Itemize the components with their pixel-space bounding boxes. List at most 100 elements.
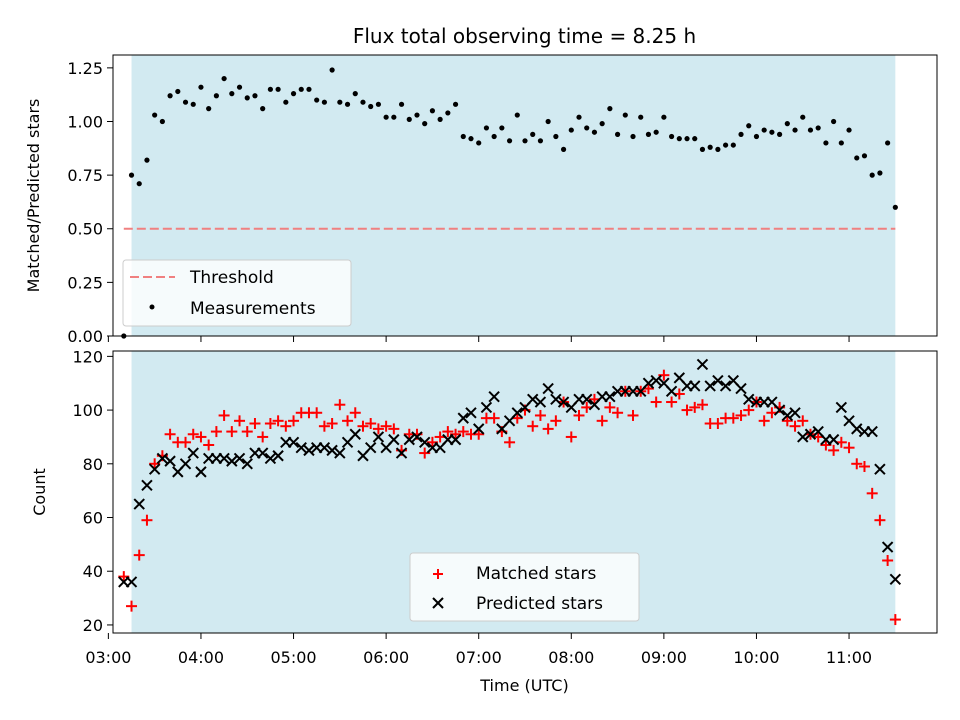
matched-star-point [257,431,269,443]
predicted-star-point [349,428,361,440]
measurement-point [290,91,297,97]
measurement-point [445,110,451,116]
measurement-point [499,125,505,131]
matched-star-point [666,396,678,408]
measurement-point [545,118,551,125]
x-tick-label: 11:00 [826,648,872,667]
matched-star-point [357,420,369,432]
y-tick-label: 60 [83,509,103,528]
predicted-star-point [889,573,902,585]
predicted-star-point [125,576,138,588]
matched-star-point [696,399,708,411]
measurement-point [506,138,513,144]
predicted-star-point [187,447,199,459]
measurement-point [761,127,767,133]
top-y-ticks: 0.00 0.25 0.50 0.75 1.00 1.25 [67,59,113,346]
measurement-point [861,153,868,159]
measurement-point [152,112,158,118]
measurement-point [344,101,351,107]
predicted-star-point [326,444,338,457]
measurement-point [638,114,644,120]
predicted-star-point [881,541,894,553]
predicted-star-point [295,441,307,454]
measurement-point [668,133,675,140]
measurement-point [190,101,196,107]
measurement-point [252,93,258,99]
measurement-point [175,88,181,95]
measurement-point [221,75,227,82]
matched-star-point [349,407,361,419]
predicted-star-point [642,377,655,389]
matched-star-point [527,420,539,432]
bottom-legend: Matched stars Predicted stars [409,552,640,622]
measurement-point [437,116,443,122]
matched-star-point [241,426,253,438]
predicted-star-point [411,431,423,443]
predicted-star-point [164,455,176,467]
matched-star-point [689,401,701,413]
matched-star-point [133,549,145,561]
measurement-point [553,133,559,140]
matched-star-point [550,415,562,427]
y-tick-label: 1.00 [67,112,103,131]
measurement-point [229,91,235,97]
predicted-star-point [804,428,817,440]
matched-star-point [388,423,400,435]
measurement-point [159,118,165,125]
predicted-star-point [133,498,145,510]
chart-title: Flux total observing time = 8.25 h [353,24,696,48]
measurement-point [777,131,783,137]
measurement-point [622,112,628,118]
matched-star-point [797,415,809,427]
matched-star-point [195,431,207,443]
predicted-star-point [604,390,616,403]
matched-star-point [789,420,801,432]
predicted-star-point [388,433,400,446]
predicted-star-point [789,407,801,419]
matched-star-point [226,426,238,438]
predicted-star-point [256,447,269,459]
measurement-point [807,127,814,133]
measurement-point [823,140,829,146]
predicted-star-point [712,374,724,387]
legend-threshold-label: Threshold [189,268,274,288]
matched-star-point [681,404,693,416]
measurement-point [368,103,374,110]
x-tick-label: 05:00 [270,648,316,667]
matched-star-point [342,415,354,427]
measurement-point [128,172,135,178]
measurement-point [699,146,706,152]
predicted-star-point [534,396,547,408]
measurement-point [730,142,736,148]
measurement-point [568,127,574,133]
y-tick-label: 100 [72,401,103,420]
matched-star-point [473,428,485,440]
measurement-point [630,133,636,140]
y-tick-label: 0.75 [67,166,103,185]
matched-star-point [758,415,770,427]
measurement-point [383,114,389,120]
measurement-point [522,138,528,144]
matched-star-point [573,409,585,421]
predicted-star-point [272,450,284,462]
measurement-point [198,84,204,90]
x-tick-label: 04:00 [178,648,224,667]
predicted-star-point [542,382,554,395]
predicted-star-point [781,409,794,422]
legend-predicted-swatch [432,597,444,609]
y-tick-label: 20 [83,616,103,635]
matched-star-point [504,436,516,448]
bottom-y-axis-label: Count [30,468,49,516]
measurement-point [144,157,150,163]
x-tick-label: 03:00 [85,648,131,667]
top-legend-box [122,259,352,327]
matched-star-point [735,409,747,421]
predicted-star-point [835,401,848,414]
predicted-star-point [364,441,377,454]
matched-star-point [288,415,300,427]
measurement-point [391,114,397,120]
measurement-point [707,144,713,150]
measurement-point [321,99,328,105]
predicted-star-point [179,458,192,470]
measurement-point [406,116,412,122]
